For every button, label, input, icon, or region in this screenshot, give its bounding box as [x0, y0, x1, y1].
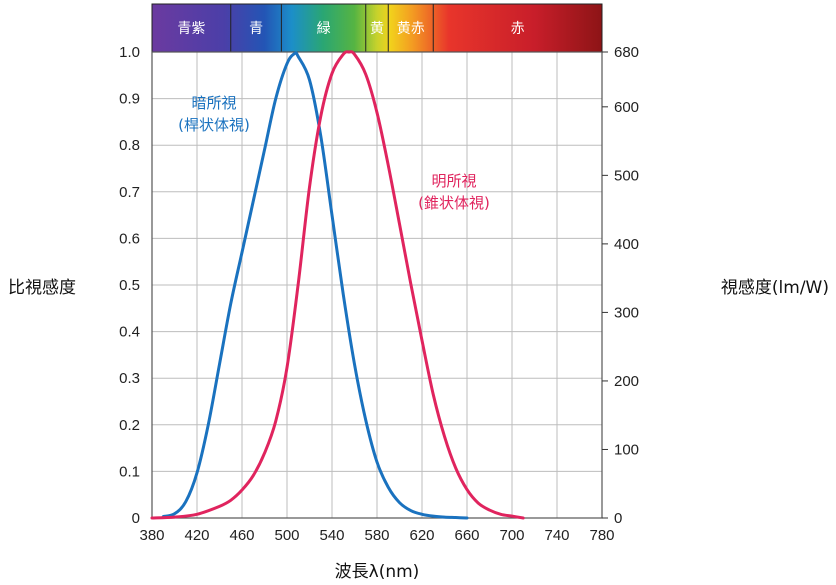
series-label-0: 暗所視 [191, 94, 236, 112]
series-label-1: 明所視 [431, 172, 476, 190]
y2-tick-label: 200 [614, 373, 639, 390]
y-tick-label: 0.3 [119, 370, 140, 387]
y2-tick-label: 100 [614, 441, 639, 458]
y-tick-label: 0.5 [119, 277, 140, 294]
tick-labels: 380 420 460 500 540 580 620 660 700 740 78000.10.2… [8, 44, 829, 582]
y2-tick-label: 600 [614, 99, 639, 116]
y-tick-label: 0 [132, 510, 140, 527]
spectrum-gradient [152, 4, 602, 52]
y-axis-label-left: 比視感度 [8, 278, 76, 298]
y-tick-label: 0.9 [119, 91, 140, 108]
x-tick-label: 620 [409, 527, 434, 544]
x-axis-label: 波長λ(nm) [335, 562, 420, 582]
spectrum-bar: 青紫 青 緑 黄黄赤 赤 [151, 3, 603, 53]
band-label-0: 青紫 [177, 21, 205, 37]
x-tick-label: 660 [454, 527, 479, 544]
y-tick-label: 0.4 [119, 324, 140, 341]
y2-tick-label: 300 [614, 304, 639, 321]
band-label-1: 青 [249, 21, 263, 37]
y-tick-label: 0.7 [119, 184, 140, 201]
x-tick-label: 780 [589, 527, 614, 544]
band-label-2: 緑 [317, 21, 331, 37]
y2-tick-label: 0 [614, 510, 622, 527]
band-label-3: 黄 [370, 20, 384, 37]
x-tick-label: 700 [499, 527, 524, 544]
series-line-1 [150, 50, 525, 520]
y2-tick-label: 680 [614, 44, 639, 61]
x-tick-label: 540 [319, 527, 344, 544]
curves [150, 50, 525, 520]
annotations: 暗所視 (桿状体視) 明所視 (錐状体視) [178, 94, 490, 212]
y-tick-label: 1.0 [119, 44, 140, 61]
band-label-4: 黄赤 [397, 20, 425, 37]
grid [151, 51, 608, 519]
series-sublabel-1: (錐状体視) [418, 194, 490, 212]
y2-tick-label: 500 [614, 167, 639, 184]
x-tick-label: 500 [274, 527, 299, 544]
y-tick-label: 0.2 [119, 417, 140, 434]
series-sublabel-0: (桿状体視) [178, 116, 250, 134]
x-tick-label: 380 [139, 527, 164, 544]
y-tick-label: 0.1 [119, 463, 140, 480]
band-label-5: 赤 [511, 21, 525, 37]
y-axis-label-right: 視感度(lm/W) [721, 278, 829, 298]
series-line-0 [161, 51, 469, 520]
plot-frame [151, 51, 603, 519]
x-tick-label: 580 [364, 527, 389, 544]
y-tick-label: 0.8 [119, 137, 140, 154]
x-tick-label: 460 [229, 527, 254, 544]
x-tick-label: 740 [544, 527, 569, 544]
y2-tick-label: 400 [614, 236, 639, 253]
y-tick-label: 0.6 [119, 230, 140, 247]
x-tick-label: 420 [184, 527, 209, 544]
